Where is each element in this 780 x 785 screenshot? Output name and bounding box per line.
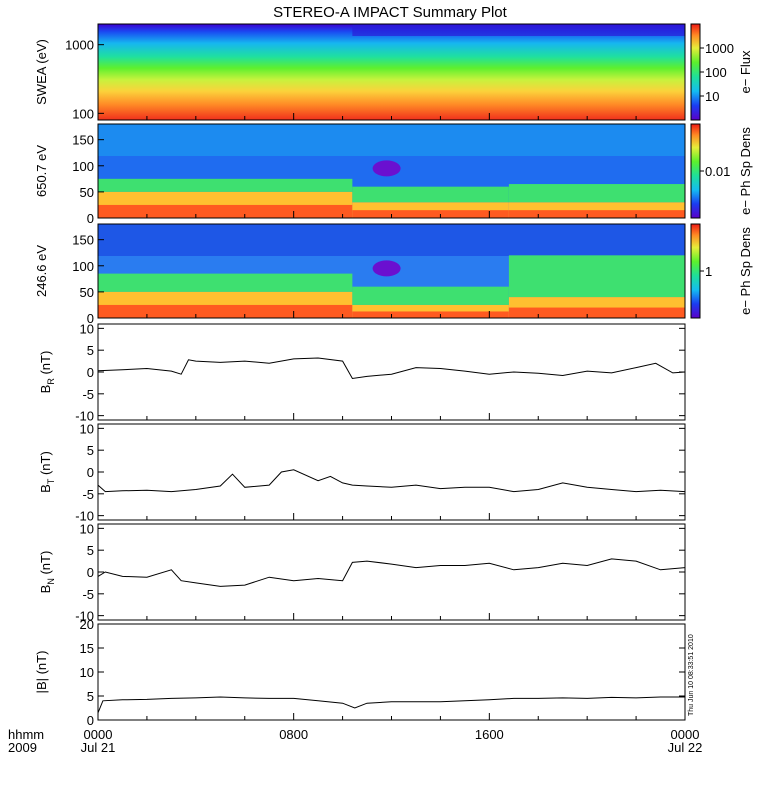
pad-halo-band [508,255,685,298]
ylabel-pad246: 246.6 eV [34,245,49,297]
swea-depletion [352,24,685,36]
colorbar-pad246 [690,223,701,319]
line-ytick-label: 10 [80,421,94,436]
x-tick-label: 1600 [475,727,504,742]
line-ytick-label: 5 [87,543,94,558]
colorbar-tick-label: 1 [705,264,712,279]
panel-bn: 10 5 0 -5 -10 BN (nT) [38,521,686,624]
series-line-bt [97,469,686,493]
line-ytick-label: -5 [82,387,94,402]
panel-br: 10 5 0 -5 -10 BR (nT) [38,321,686,424]
swea-spectrogram [98,24,685,120]
panel-pad246: 150 100 50 0 246.6 eV 1 e− Ph Sp Dens [34,223,753,326]
x-tick-label: 0800 [279,727,308,742]
pad-upper [98,124,685,156]
line-ytick-label: 10 [80,521,94,536]
line-ytick-label: -10 [75,609,94,624]
pad-upper [98,224,685,256]
pad-core-peak [508,210,685,218]
pad-ytick-label: 50 [80,185,94,200]
x-date-label: Jul 21 [81,740,116,755]
ylabel-br: BR (nT) [38,351,56,394]
pad-core-peak [98,304,353,318]
ylabel-bt: BT (nT) [38,451,56,493]
pad-ytick-label: 100 [72,159,94,174]
time-format-label: hhmm [8,727,44,742]
line-ytick-label: 0 [87,713,94,728]
swea-ytick-label: 1000 [65,38,94,53]
line-ytick-label: -5 [82,487,94,502]
colorbar-tick-label: 10 [705,89,719,104]
line-ytick-label: 5 [87,443,94,458]
pad-halo-band [508,184,685,203]
pad-ytick-label: 0 [87,211,94,226]
panel-frame [97,523,686,621]
pad-core-peak [508,307,685,318]
pad-ytick-label: 50 [80,285,94,300]
pad-halo-band [352,286,509,305]
pad-core-peak [352,311,509,318]
ylabel-pad650: 650.7 eV [34,145,49,197]
series-line-bn [97,558,686,587]
pad-core-peak [352,210,509,218]
pad-ytick-label: 150 [72,233,94,248]
timestamp-label: Thu Jun 10 08:33:51 2010 [688,634,695,716]
pad-ytick-label: 0 [87,311,94,326]
series-line-br [97,357,686,380]
panel-pad650: 150 100 50 0 650.7 eV 0.01 e− Ph Sp Dens [34,123,753,226]
colorbar-swea [690,23,701,121]
colorbar-label-swea: e− Flux [738,50,753,93]
colorbar-label-pad246: e− Ph Sp Dens [738,227,753,315]
colorbar-label-pad650: e− Ph Sp Dens [738,127,753,215]
pad-ytick-label: 150 [72,133,94,148]
panel-bmag: 20 15 10 5 0 |B| (nT) [34,617,686,728]
year-label: 2009 [8,740,37,755]
ylabel-bmag: |B| (nT) [34,651,49,694]
series-line-bmag [97,696,685,713]
colorbar-tick-label: 0.01 [705,164,730,179]
line-ytick-label: -5 [82,587,94,602]
x-tick-label: 0000 [671,727,700,742]
panel-frame [97,623,686,721]
pad-halo-band [98,178,353,192]
colorbar-tick-label: 100 [705,65,727,80]
line-ytick-label: 0 [87,365,94,380]
line-ytick-label: 20 [80,617,94,632]
x-tick-label: 0000 [84,727,113,742]
line-ytick-label: 15 [80,641,94,656]
ylabel-swea: SWEA (eV) [34,39,49,105]
panel-swea: 1000 100 SWEA (eV) 1000 100 10 e− Flux [34,23,753,121]
line-ytick-label: -10 [75,509,94,524]
ylabel-bn: BN (nT) [38,551,56,594]
colorbar-pad650 [690,123,701,219]
line-ytick-label: 5 [87,689,94,704]
panel-bt: 10 5 0 -5 -10 BT (nT) [38,421,686,524]
line-ytick-label: 10 [80,665,94,680]
line-ytick-label: 5 [87,343,94,358]
plot-title: STEREO-A IMPACT Summary Plot [273,4,507,21]
pad-minimum-blob [372,260,401,277]
panel-frame [97,423,686,521]
pad-minimum-blob [372,160,401,177]
pad-ytick-label: 100 [72,259,94,274]
line-ytick-label: 10 [80,321,94,336]
pad-core-peak [98,204,353,218]
line-ytick-label: 0 [87,465,94,480]
line-ytick-label: -10 [75,409,94,424]
swea-ytick-label: 100 [72,106,94,121]
colorbar-tick-label: 1000 [705,41,734,56]
pad-halo-band [352,186,509,203]
pad-halo-band [98,273,353,292]
line-ytick-label: 0 [87,565,94,580]
x-date-label: Jul 22 [668,740,703,755]
